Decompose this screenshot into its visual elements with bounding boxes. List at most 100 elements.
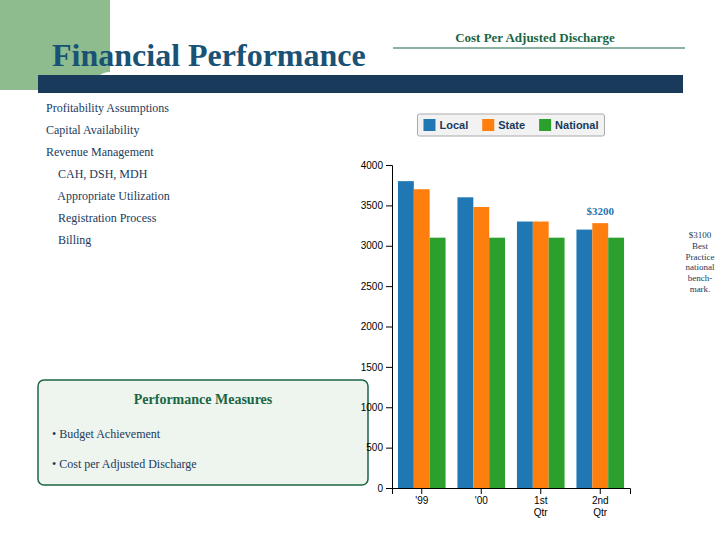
legend-label: National xyxy=(555,119,598,131)
chart-title-underline xyxy=(393,47,685,48)
y-tick-mark xyxy=(386,448,392,449)
x-tick: 1stQtr xyxy=(534,488,549,518)
text-line: Revenue Management xyxy=(46,145,154,159)
bar xyxy=(430,238,446,488)
side-annotation-line: Practice xyxy=(686,252,715,262)
panel-item: • Budget Achievement xyxy=(52,427,161,441)
bar xyxy=(517,222,533,488)
y-tick: 3000 xyxy=(361,240,392,251)
x-tick: '00 xyxy=(475,488,488,506)
text-line: Profitability Assumptions xyxy=(46,101,169,115)
legend-swatch xyxy=(539,119,551,131)
title-bar xyxy=(38,75,683,93)
y-tick-label: 500 xyxy=(366,442,383,453)
x-tick-label: 1stQtr xyxy=(534,495,549,517)
bar xyxy=(457,197,473,488)
panel-box xyxy=(38,380,368,485)
bar xyxy=(549,238,565,488)
bar xyxy=(489,238,505,488)
legend-entry: National xyxy=(539,119,598,131)
bar-series xyxy=(430,238,624,488)
x-axis: '99'001stQtr2ndQtr xyxy=(393,488,631,518)
x-tick-label-line: 1st xyxy=(534,495,548,506)
x-tick-label-line: '99 xyxy=(415,495,428,506)
page: Financial Performance Profitability Assum… xyxy=(0,0,720,540)
y-tick: 3500 xyxy=(361,200,392,211)
y-tick: 2000 xyxy=(361,321,392,332)
y-axis: 0 500 1000 1500 2000 2500 3000 3500 4000 xyxy=(361,160,393,494)
x-tick-mark xyxy=(481,488,482,494)
x-tick: '99 xyxy=(415,488,428,506)
y-tick-label: 2500 xyxy=(361,281,384,292)
y-tick-mark xyxy=(386,165,392,166)
legend: Local State National xyxy=(417,114,604,136)
x-tick-label-line: '00 xyxy=(475,495,488,506)
y-tick-mark xyxy=(386,246,392,247)
side-annotation-line: Best xyxy=(692,241,709,251)
legend-label: State xyxy=(498,119,525,131)
y-tick-mark xyxy=(386,407,392,408)
chart-title: Cost Per Adjusted Discharge xyxy=(455,30,615,45)
legend-entry: State xyxy=(482,119,525,131)
side-annotation-line: mark. xyxy=(690,284,711,294)
side-annotation-line: $3100 xyxy=(689,230,712,240)
y-tick-mark xyxy=(386,286,392,287)
y-tick-label: 1000 xyxy=(361,402,384,413)
y-tick-mark xyxy=(386,327,392,328)
text-line: Registration Process xyxy=(46,211,157,225)
bar xyxy=(398,181,414,488)
x-tick-label: '00 xyxy=(475,495,488,506)
side-annotation-line: national xyxy=(686,262,715,272)
page-title: Financial Performance xyxy=(52,37,366,73)
legend-label: Local xyxy=(439,119,468,131)
y-tick-label: 0 xyxy=(377,483,383,494)
y-tick-mark xyxy=(386,367,392,368)
y-tick-label: 2000 xyxy=(361,321,384,332)
y-axis-line xyxy=(386,166,393,489)
x-tick-label: '99 xyxy=(415,495,428,506)
y-tick-label: 4000 xyxy=(361,160,384,171)
x-tick-mark xyxy=(540,488,541,494)
side-annotation-line: bench- xyxy=(688,273,713,283)
y-tick-label: 1500 xyxy=(361,362,384,373)
legend-swatch xyxy=(482,119,494,131)
bar xyxy=(592,223,608,488)
legend-entry: Local xyxy=(423,119,468,131)
legend-swatch xyxy=(423,119,435,131)
legend-box xyxy=(417,114,604,136)
bar-series xyxy=(414,189,608,488)
bar xyxy=(576,230,592,488)
y-tick-label: 3500 xyxy=(361,200,384,211)
y-tick-mark xyxy=(386,488,392,489)
text-line: Billing xyxy=(46,233,91,247)
y-tick: 1500 xyxy=(361,362,392,373)
y-tick-mark xyxy=(386,205,392,206)
text-line: CAH, DSH, MDH xyxy=(46,167,148,181)
bar-annotation: $3200 xyxy=(587,205,615,217)
panel-item: • Cost per Adjusted Discharge xyxy=(52,457,197,471)
x-tick-label-line: Qtr xyxy=(534,507,549,518)
y-tick: 4000 xyxy=(361,160,392,171)
x-axis-line xyxy=(393,489,631,495)
bars xyxy=(398,181,624,488)
y-tick-label: 3000 xyxy=(361,240,384,251)
bar-series xyxy=(398,181,592,488)
x-tick-mark xyxy=(421,488,422,494)
text-line: Capital Availability xyxy=(46,123,139,137)
x-tick-label-line: 2nd xyxy=(592,495,609,506)
y-tick: 500 xyxy=(366,442,392,453)
text-line: Appropriate Utilization xyxy=(46,189,170,203)
bar xyxy=(473,207,489,488)
x-tick: 2ndQtr xyxy=(592,488,609,518)
bar xyxy=(414,189,430,488)
y-tick: 2500 xyxy=(361,281,392,292)
panel-title: Performance Measures xyxy=(134,392,273,407)
x-tick-label-line: Qtr xyxy=(593,507,608,518)
x-tick-label: 2ndQtr xyxy=(592,495,609,517)
x-tick-mark xyxy=(600,488,601,494)
bar xyxy=(608,238,624,488)
side-annotation: $3100BestPracticenationalbench-mark. xyxy=(686,230,715,294)
y-tick: 1000 xyxy=(361,402,392,413)
bar xyxy=(533,222,549,488)
y-tick: 0 xyxy=(377,483,392,494)
